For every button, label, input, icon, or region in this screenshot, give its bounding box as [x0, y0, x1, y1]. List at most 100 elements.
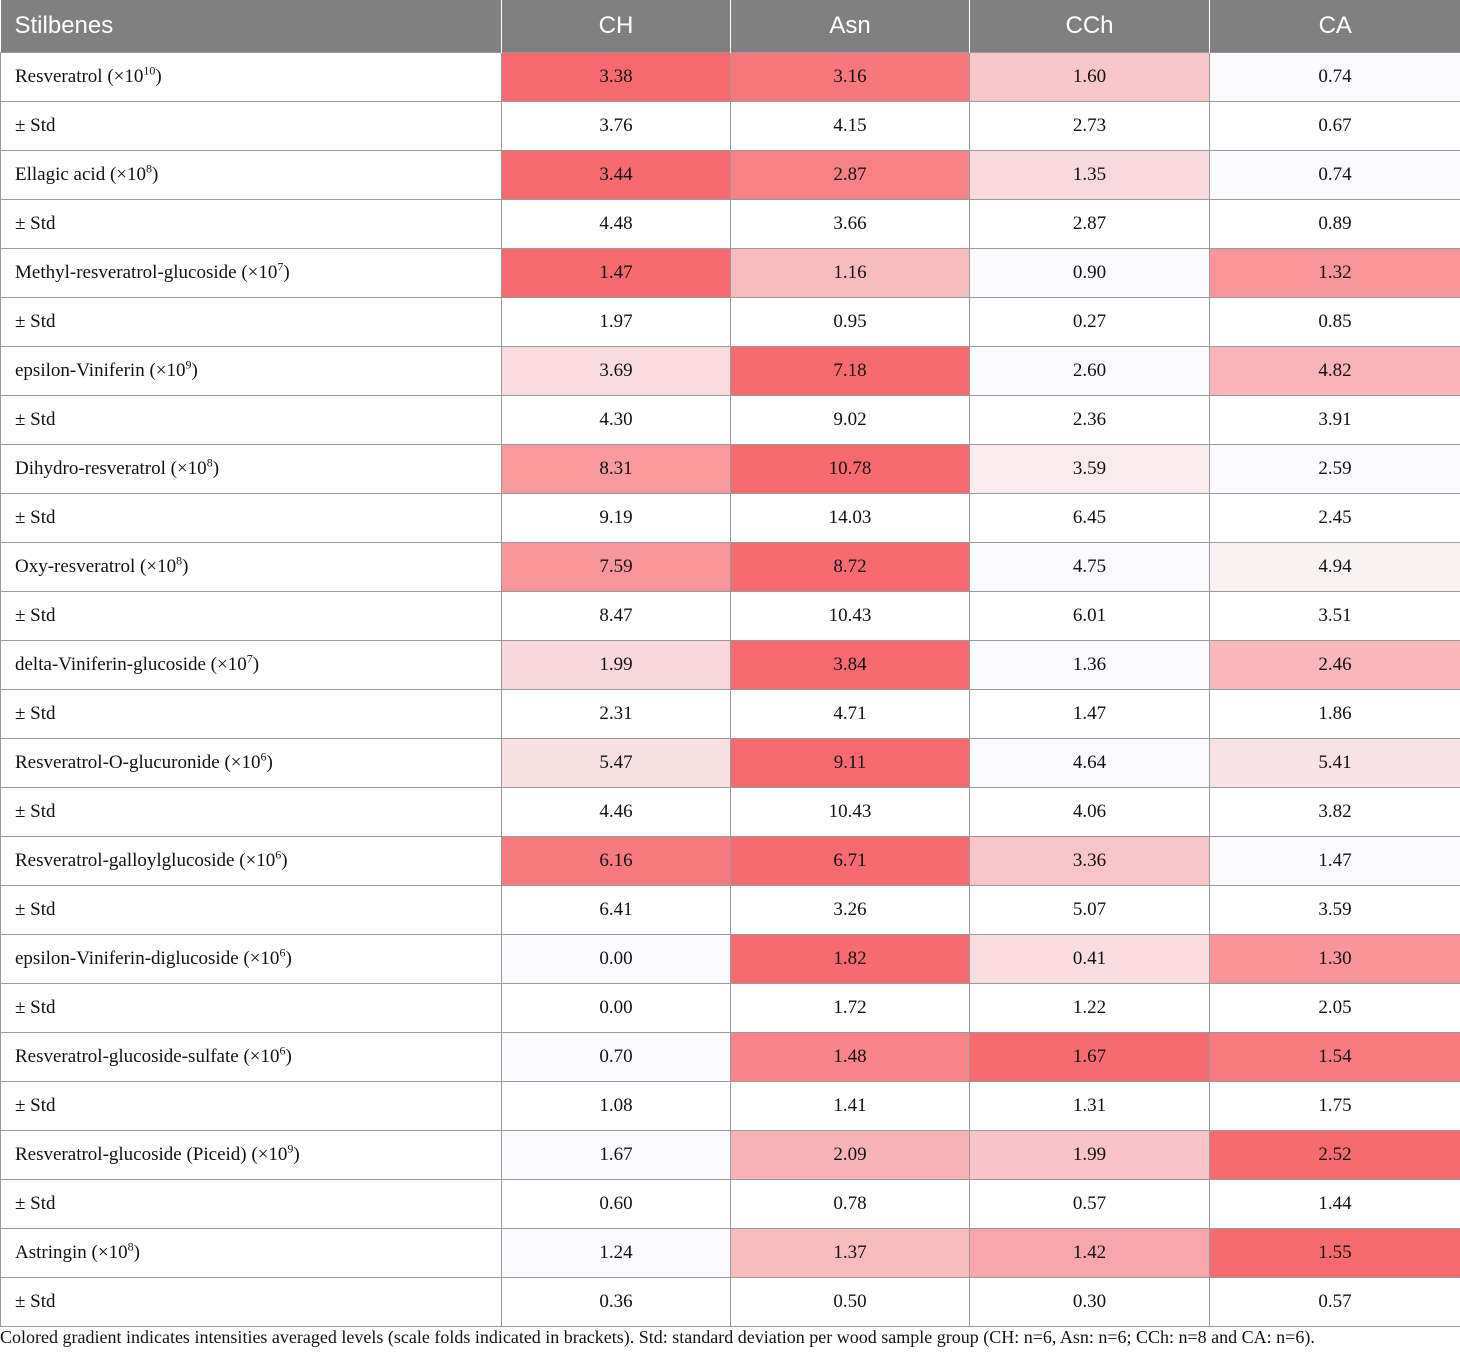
value-cell: 1.24: [501, 1228, 731, 1278]
compound-name-end: ): [252, 654, 260, 675]
scale-exponent: 10: [143, 63, 156, 78]
scale-exponent: 9: [287, 1141, 294, 1156]
table-row: epsilon-Viniferin (×109) 3.69 7.18 2.60 4.82: [0, 346, 1460, 396]
value-cell: 2.09: [730, 1130, 970, 1180]
std-cell: 2.05: [1209, 983, 1460, 1033]
value-cell: 9.11: [730, 738, 970, 788]
std-cell: 3.91: [1209, 395, 1460, 445]
std-cell: 4.30: [501, 395, 731, 445]
value-cell: 5.47: [501, 738, 731, 788]
compound-name: delta-Viniferin-glucoside (×107): [0, 640, 502, 690]
std-row: ± Std 9.19 14.03 6.45 2.45: [0, 493, 1460, 543]
std-row: ± Std 4.30 9.02 2.36 3.91: [0, 395, 1460, 445]
value-cell: 1.32: [1209, 248, 1460, 298]
std-label: ± Std: [0, 297, 502, 347]
std-row: ± Std 4.46 10.43 4.06 3.82: [0, 787, 1460, 837]
value-cell: 1.47: [501, 248, 731, 298]
std-cell: 3.26: [730, 885, 970, 935]
compound-name-end: ): [293, 1144, 300, 1165]
compound-name-text: Resveratrol (×10: [15, 66, 144, 87]
std-label: ± Std: [0, 591, 502, 641]
table-row: epsilon-Viniferin-diglucoside (×106) 0.00…: [0, 934, 1460, 984]
std-cell: 3.59: [1209, 885, 1460, 935]
std-cell: 10.43: [730, 591, 970, 641]
scale-exponent: 6: [279, 945, 286, 960]
std-row: ± Std 0.60 0.78 0.57 1.44: [0, 1179, 1460, 1229]
std-cell: 1.08: [501, 1081, 731, 1131]
scale-exponent: 8: [127, 1239, 134, 1254]
std-cell: 1.86: [1209, 689, 1460, 739]
value-cell: 1.99: [969, 1130, 1210, 1180]
value-cell: 2.60: [969, 346, 1210, 396]
value-cell: 4.94: [1209, 542, 1460, 592]
std-label: ± Std: [0, 689, 502, 739]
std-row: ± Std 2.31 4.71 1.47 1.86: [0, 689, 1460, 739]
value-cell: 1.36: [969, 640, 1210, 690]
std-cell: 2.45: [1209, 493, 1460, 543]
compound-name-end: ): [281, 850, 288, 871]
table-row: Resveratrol-O-glucuronide (×106) 5.47 9.11…: [0, 738, 1460, 788]
compound-name-text: Resveratrol-glucoside (Piceid) (×10: [15, 1144, 288, 1165]
std-row: ± Std 3.76 4.15 2.73 0.67: [0, 101, 1460, 151]
std-cell: 0.50: [730, 1277, 970, 1327]
std-cell: 0.89: [1209, 199, 1460, 249]
value-cell: 1.67: [501, 1130, 731, 1180]
std-cell: 0.36: [501, 1277, 731, 1327]
std-cell: 0.00: [501, 983, 731, 1033]
table-row: Resveratrol-galloylglucoside (×106) 6.16 6…: [0, 836, 1460, 886]
compound-name-end: ): [182, 556, 189, 577]
value-cell: 3.84: [730, 640, 970, 690]
value-cell: 10.78: [730, 444, 970, 494]
scale-exponent: 9: [185, 357, 192, 372]
std-cell: 0.30: [969, 1277, 1210, 1327]
compound-name: epsilon-Viniferin-diglucoside (×106): [0, 934, 502, 984]
value-cell: 1.37: [730, 1228, 970, 1278]
std-cell: 4.15: [730, 101, 970, 151]
std-cell: 3.66: [730, 199, 970, 249]
std-cell: 0.95: [730, 297, 970, 347]
std-cell: 1.22: [969, 983, 1210, 1033]
compound-name-end: ): [285, 1046, 292, 1067]
compound-name-end: ): [283, 262, 290, 283]
std-cell: 1.44: [1209, 1179, 1460, 1229]
compound-name-text: epsilon-Viniferin-diglucoside (×10: [15, 948, 280, 969]
std-label: ± Std: [0, 1179, 502, 1229]
std-cell: 3.51: [1209, 591, 1460, 641]
value-cell: 2.59: [1209, 444, 1460, 494]
value-cell: 1.35: [969, 150, 1210, 200]
value-cell: 7.18: [730, 346, 970, 396]
std-label: ± Std: [0, 1277, 502, 1327]
scale-exponent: 6: [260, 749, 267, 764]
compound-name-text: Methyl-resveratrol-glucoside (×10: [15, 262, 278, 283]
std-cell: 2.36: [969, 395, 1210, 445]
compound-name-text: delta-Viniferin-glucoside (×10: [15, 654, 247, 675]
std-cell: 1.31: [969, 1081, 1210, 1131]
std-cell: 2.87: [969, 199, 1210, 249]
std-cell: 14.03: [730, 493, 970, 543]
value-cell: 1.60: [969, 52, 1210, 102]
std-label: ± Std: [0, 493, 502, 543]
value-cell: 4.75: [969, 542, 1210, 592]
std-cell: 5.07: [969, 885, 1210, 935]
value-cell: 0.90: [969, 248, 1210, 298]
std-cell: 6.45: [969, 493, 1210, 543]
scale-exponent: 8: [176, 553, 183, 568]
scale-exponent: 8: [206, 455, 213, 470]
compound-name-text: epsilon-Viniferin (×10: [15, 360, 186, 381]
value-cell: 3.16: [730, 52, 970, 102]
table-row: Resveratrol (×1010) 3.38 3.16 1.60 0.74: [0, 52, 1460, 102]
scale-exponent: 6: [275, 847, 282, 862]
std-cell: 1.72: [730, 983, 970, 1033]
value-cell: 6.16: [501, 836, 731, 886]
std-cell: 0.78: [730, 1179, 970, 1229]
std-cell: 0.67: [1209, 101, 1460, 151]
compound-name-text: Ellagic acid (×10: [15, 164, 146, 185]
compound-name: Dihydro-resveratrol (×108): [0, 444, 502, 494]
compound-name-text: Resveratrol-glucoside-sulfate (×10: [15, 1046, 280, 1067]
value-cell: 0.74: [1209, 150, 1460, 200]
compound-name-text: Resveratrol-galloylglucoside (×10: [15, 850, 276, 871]
std-cell: 2.31: [501, 689, 731, 739]
compound-name-text: Oxy-resveratrol (×10: [15, 556, 177, 577]
table-row: Dihydro-resveratrol (×108) 8.31 10.78 3.59 2…: [0, 444, 1460, 494]
